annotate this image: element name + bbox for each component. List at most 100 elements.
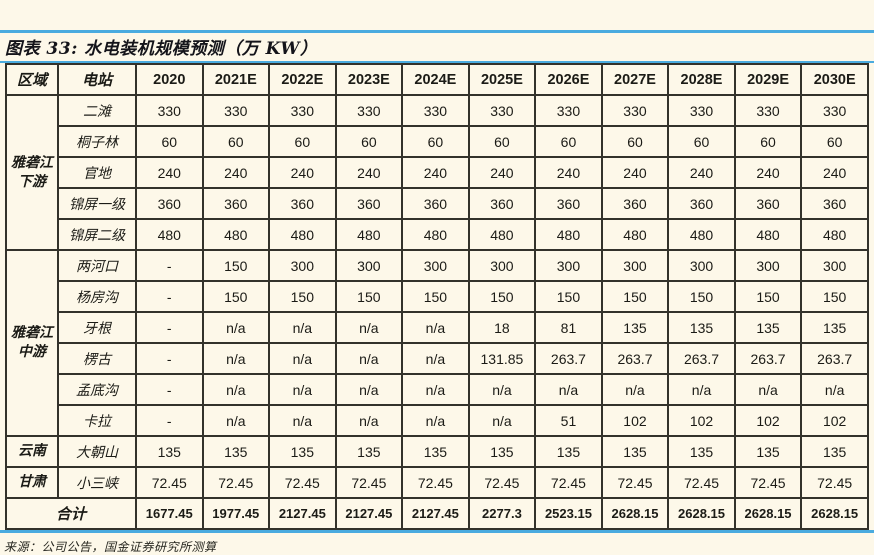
value-cell: 360: [135, 187, 204, 220]
table-row: 雅砻江中游 两河口 -150 300 300 300 300 300 300 300 300 300: [5, 249, 869, 437]
value-cell: 263.7: [534, 342, 603, 375]
value-cell: 135: [667, 435, 736, 468]
total-value-cell: 2127.45: [334, 497, 404, 530]
value-cell: 240: [201, 156, 271, 189]
value-cell: 150: [667, 280, 736, 313]
value-cell: 18: [467, 311, 537, 344]
value-cell: 480: [600, 218, 670, 251]
value-cell: 72.45: [201, 466, 271, 499]
table-row: 牙根 - n/a n/a n/a n/a 18 81 135 135 135 135: [6, 311, 869, 344]
table-row: 云南 大朝山 135 135 135 135 135 135 135 135 135 135 135: [5, 435, 869, 468]
value-cell: n/a: [201, 342, 271, 375]
value-cell: n/a: [800, 373, 869, 406]
value-cell: 300: [600, 249, 670, 282]
column-header-year: 2030E: [800, 63, 869, 96]
region-cell: 甘肃: [5, 466, 59, 499]
value-cell: n/a: [667, 373, 736, 406]
total-value-cell: 1977.45: [201, 497, 271, 530]
value-cell: 72.45: [733, 466, 803, 499]
value-cell: 240: [334, 156, 404, 189]
source-note: 来源：公司公告，国金证券研究所测算: [4, 540, 217, 554]
value-cell: 240: [600, 156, 670, 189]
value-cell: 60: [268, 125, 337, 158]
station-cell: 卡拉: [57, 404, 137, 437]
value-cell: 135: [467, 435, 537, 468]
value-cell: 480: [534, 218, 603, 251]
value-cell: 150: [467, 280, 537, 313]
value-cell: 60: [600, 125, 670, 158]
value-cell: n/a: [467, 373, 537, 406]
value-cell: 300: [733, 249, 803, 282]
chart-title: 图表 33: 水电装机规模预测（万 KW）: [5, 39, 318, 59]
value-cell: 60: [800, 125, 869, 158]
total-row: 合计 1677.45 1977.45 2127.45 2127.45 2127.45 227…: [5, 497, 869, 530]
column-header-year: 2021E: [201, 63, 271, 96]
value-cell: 360: [600, 187, 670, 220]
value-cell: 72.45: [800, 466, 869, 499]
value-cell: 72.45: [667, 466, 736, 499]
value-cell: 60: [401, 125, 470, 158]
table-row: 官地 240 240 240 240 240 240 240 240 240 240 240: [6, 156, 869, 189]
column-header-year: 2027E: [600, 63, 670, 96]
value-cell: 360: [733, 187, 803, 220]
value-cell: 330: [667, 94, 736, 127]
value-cell: 135: [733, 435, 803, 468]
value-cell: 480: [135, 218, 204, 251]
value-cell: 300: [401, 249, 470, 282]
value-cell: 330: [467, 94, 537, 127]
table-row: 锦屏一级 360 360 360 360 360 360 360 360 360 360 360: [6, 187, 869, 220]
value-cell: 240: [667, 156, 736, 189]
value-cell: n/a: [401, 373, 470, 406]
value-cell: 60: [334, 125, 404, 158]
value-cell: 360: [800, 187, 869, 220]
value-cell: 360: [467, 187, 537, 220]
value-cell: -: [135, 311, 204, 344]
value-cell: 135: [401, 435, 470, 468]
value-cell: n/a: [401, 342, 470, 375]
region-cell: 云南: [5, 435, 59, 468]
value-cell: n/a: [268, 404, 337, 437]
value-cell: 135: [800, 311, 869, 344]
column-header-year: 2028E: [667, 63, 736, 96]
station-cell: 两河口: [57, 249, 137, 282]
column-header-year: 2024E: [401, 63, 470, 96]
value-cell: -: [135, 342, 204, 375]
total-value-cell: 2628.15: [667, 497, 736, 530]
value-cell: 330: [401, 94, 470, 127]
value-cell: 72.45: [467, 466, 537, 499]
value-cell: 480: [667, 218, 736, 251]
column-header-station: 电站: [57, 63, 137, 96]
station-cell: 杨房沟: [57, 280, 137, 313]
column-header-region: 区域: [5, 63, 59, 96]
table-row: 孟底沟 - n/a n/a n/a n/a n/a n/a n/a n/a n/a n/a: [6, 373, 869, 406]
value-cell: n/a: [401, 404, 470, 437]
value-cell: 300: [268, 249, 337, 282]
station-cell: 楞古: [57, 342, 137, 375]
value-cell: 330: [733, 94, 803, 127]
value-cell: n/a: [334, 311, 404, 344]
value-cell: 72.45: [268, 466, 337, 499]
value-cell: 360: [334, 187, 404, 220]
value-cell: 240: [401, 156, 470, 189]
value-cell: 135: [334, 435, 404, 468]
value-cell: 102: [800, 404, 869, 437]
value-cell: 60: [534, 125, 603, 158]
value-cell: -: [135, 404, 204, 437]
table-row: 楞古 - n/a n/a n/a n/a 131.85 263.7 263.7 263.7 263.…: [6, 342, 869, 375]
station-cell: 二滩: [57, 94, 137, 127]
value-cell: 330: [268, 94, 337, 127]
station-cell: 大朝山: [57, 435, 137, 468]
value-cell: 240: [800, 156, 869, 189]
value-cell: -: [135, 280, 204, 313]
table-header-row: 区域 电站 2020 2021E 2022E 2023E 2024E 2025E 2026E 20…: [5, 63, 869, 96]
value-cell: 150: [268, 280, 337, 313]
forecast-table: 区域 电站 2020 2021E 2022E 2023E 2024E 2025E 2026E 20…: [5, 63, 869, 530]
column-header-year: 2023E: [334, 63, 404, 96]
total-value-cell: 2628.15: [600, 497, 670, 530]
value-cell: 135: [268, 435, 337, 468]
value-cell: 480: [800, 218, 869, 251]
value-cell: 51: [534, 404, 603, 437]
value-cell: 102: [667, 404, 736, 437]
table-row: 桐子林 60 60 60 60 60 60 60 60 60 60 60: [6, 125, 869, 158]
value-cell: 263.7: [733, 342, 803, 375]
